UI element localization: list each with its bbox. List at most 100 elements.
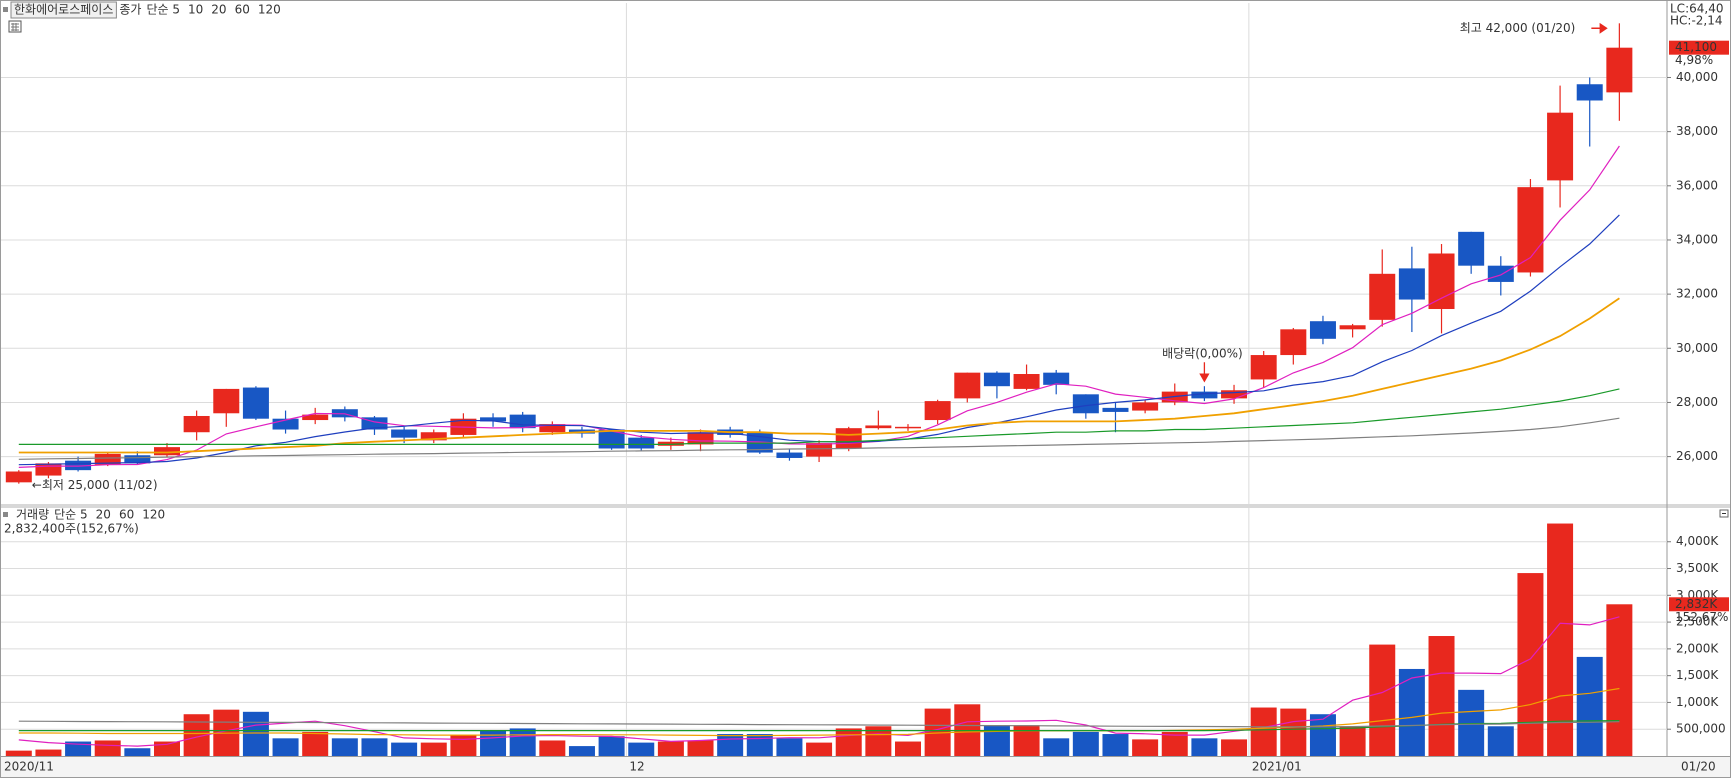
candle-body	[272, 418, 299, 430]
candle-body	[1398, 268, 1425, 300]
volume-bar	[1013, 725, 1040, 756]
volume-bar	[983, 725, 1010, 756]
legend-entry: 60	[235, 3, 250, 17]
candle-body	[35, 463, 62, 476]
volume-bar	[1547, 523, 1574, 756]
volume-bar	[1606, 604, 1633, 756]
volume-bar	[1309, 714, 1336, 756]
legend-prefix: 거래량	[16, 508, 49, 522]
candle-body	[539, 424, 566, 433]
candle-body	[1369, 273, 1396, 320]
candle-body	[65, 460, 92, 471]
legend-prefix: 종가	[119, 3, 141, 17]
volume-bar	[657, 741, 684, 756]
legend-entry: 120	[142, 508, 165, 522]
y-tick-label: 38,000	[1676, 124, 1718, 138]
candle-body	[1072, 394, 1099, 414]
y-tick-label: 26,000	[1676, 449, 1718, 463]
candle-body	[1576, 84, 1603, 101]
volume-bar	[5, 750, 32, 756]
candle-body	[895, 426, 921, 429]
candle-body	[1309, 321, 1336, 339]
volume-bar	[1102, 734, 1129, 756]
candle-body	[1280, 329, 1307, 356]
volume-bar	[1250, 707, 1277, 756]
candle-body	[806, 443, 833, 457]
candle-body	[5, 471, 32, 483]
volume-bar	[35, 749, 62, 756]
x-axis-strip	[1, 757, 1730, 777]
y-tick-label: 1,500K	[1676, 668, 1719, 682]
volume-bar	[242, 711, 269, 756]
candle-body	[954, 372, 981, 399]
y-tick-label: 4,000K	[1676, 534, 1719, 548]
panel-icon	[3, 7, 8, 12]
volume-bar	[717, 734, 744, 756]
candle-body	[94, 453, 121, 465]
candle-body	[213, 388, 240, 414]
volume-bar	[835, 728, 862, 756]
volume-bar	[1576, 656, 1603, 756]
volume-bar	[598, 736, 625, 756]
y-tick-label: 28,000	[1676, 395, 1718, 409]
last-value-label: 2,832K	[1675, 597, 1718, 611]
volume-bar	[1280, 708, 1307, 756]
volume-bar	[94, 740, 121, 756]
volume-bar	[1132, 739, 1159, 756]
x-tick-label: 01/20	[1681, 760, 1716, 774]
candle-body	[124, 455, 151, 464]
legend-entry: 60	[119, 508, 134, 522]
candle-body	[302, 414, 329, 421]
candle-body	[1013, 374, 1040, 389]
volume-bar	[1369, 644, 1396, 756]
volume-bar	[568, 746, 595, 756]
candle-body	[776, 452, 803, 458]
candle-body	[1606, 47, 1633, 93]
candle-body	[509, 414, 536, 429]
volume-bar	[1161, 731, 1188, 756]
volume-bar	[509, 728, 536, 756]
volume-bar	[1487, 726, 1514, 756]
candle-body	[1339, 325, 1366, 330]
candle-body	[628, 437, 655, 449]
candle-body	[1191, 391, 1218, 399]
candle-body	[1043, 372, 1070, 385]
candle-body	[1102, 407, 1129, 412]
y-tick-label: 30,000	[1676, 341, 1718, 355]
y-tick-label: 40,000	[1676, 70, 1718, 84]
volume-bar	[272, 738, 299, 756]
moving-average-line	[18, 417, 1620, 460]
candle-body	[1547, 112, 1574, 181]
x-tick-label: 2021/01	[1252, 760, 1302, 774]
x-tick-label: 12	[629, 760, 644, 774]
last-value-tag	[1669, 597, 1729, 612]
volume-bar	[1191, 738, 1218, 756]
volume-bar	[391, 742, 418, 756]
legend-entry: 단순 5	[54, 508, 88, 522]
dividend-arrow	[1199, 362, 1210, 383]
legend-entry: 20	[211, 3, 226, 17]
y-tick-label: 1,000K	[1676, 695, 1719, 709]
indicator: LC:64,40	[1670, 2, 1723, 16]
volume-bar	[450, 735, 477, 756]
volume-average-line	[18, 720, 1620, 732]
moving-average-line	[18, 145, 1620, 468]
candle-body	[924, 401, 951, 421]
panel-icon	[3, 512, 8, 517]
moving-average-line	[18, 388, 1620, 445]
volume-bar	[302, 731, 329, 756]
candle-body	[1487, 265, 1514, 282]
y-tick-label: 36,000	[1676, 178, 1718, 192]
high-arrow	[1591, 22, 1608, 34]
volume-bar	[124, 748, 151, 756]
candle-body	[480, 417, 507, 422]
candle-body	[865, 425, 892, 429]
candle-body	[391, 429, 418, 438]
volume-bar	[687, 740, 714, 756]
moving-average-line	[18, 297, 1620, 454]
volume-subtitle: 2,832,400주(152,67%)	[4, 522, 139, 536]
volume-bar	[1221, 739, 1248, 756]
y-tick-label: 2,500K	[1676, 615, 1719, 629]
candle-body	[598, 429, 625, 449]
